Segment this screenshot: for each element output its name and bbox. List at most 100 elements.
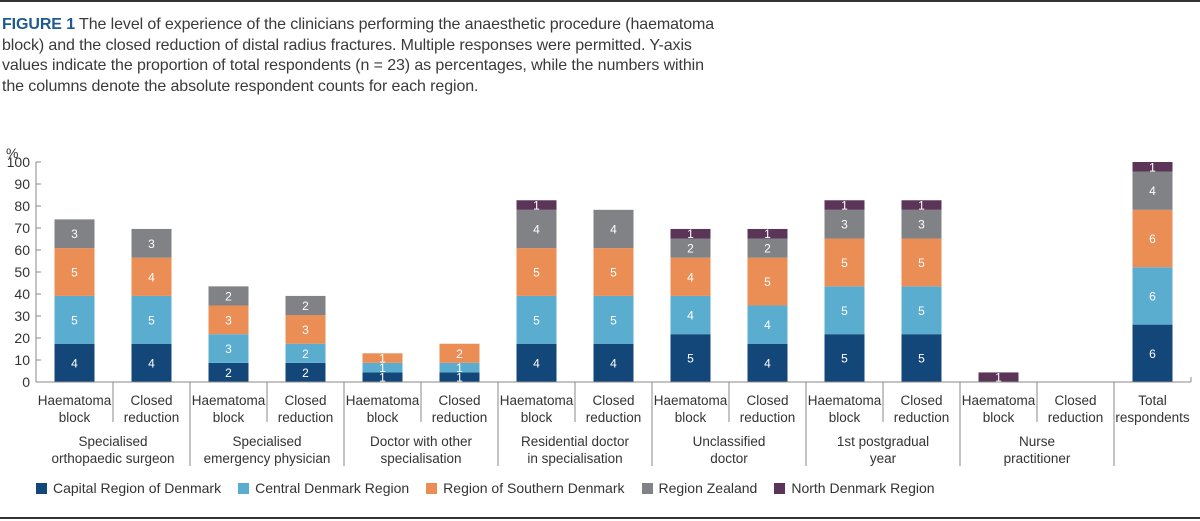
x-category-label: Total bbox=[1138, 393, 1167, 408]
bar-segment-central-denmark-region bbox=[593, 295, 634, 344]
y-tick-label: 0 bbox=[22, 374, 30, 390]
x-category-label: reduction bbox=[586, 410, 642, 425]
bar-segment-label: 5 bbox=[841, 256, 848, 270]
bar-segment-north-denmark-region bbox=[1132, 162, 1173, 172]
bar-segment-label: 2 bbox=[302, 366, 309, 380]
bar-stack: 6 6 6 4 1 bbox=[1132, 160, 1173, 382]
bar-segment-label: 5 bbox=[71, 266, 78, 280]
bar-segment-north-denmark-region bbox=[747, 228, 788, 239]
bar-segment-label: 2 bbox=[456, 347, 463, 361]
bar-segment-capital-region-of-denmark bbox=[285, 362, 326, 382]
bar-segment-region-zealand bbox=[747, 238, 788, 258]
bar-segment-region-of-southern-denmark bbox=[362, 353, 403, 363]
bar-stack: 111 bbox=[362, 352, 403, 385]
bar-segment-label: 2 bbox=[764, 242, 771, 256]
bar-segment-region-zealand bbox=[670, 238, 711, 258]
bar-segment-label: 1 bbox=[379, 371, 386, 385]
bar-segment-label: 5 bbox=[610, 266, 617, 280]
bar-segment-label: 6 bbox=[1149, 347, 1156, 361]
x-category-label: Closed bbox=[130, 393, 172, 408]
bar-segment-label: 1 bbox=[995, 371, 1002, 385]
bar-segment-label: 4 bbox=[687, 309, 694, 323]
bar-segment-region-of-southern-denmark bbox=[593, 248, 634, 296]
x-group-label: practitioner bbox=[1004, 451, 1071, 466]
bar-segment-central-denmark-region bbox=[824, 286, 865, 335]
stacked-bar-chart: % 0 10 20 30 40 50 60 70 80 90 100 4 5 5 3 4 5 4 3 2 3 3 2 2 2 3… bbox=[6, 145, 1192, 466]
x-group-label: orthopaedic surgeon bbox=[51, 451, 174, 466]
x-category-label: reduction bbox=[740, 410, 796, 425]
bar-segment-region-of-southern-denmark bbox=[439, 343, 480, 363]
x-category-label: block bbox=[367, 410, 399, 425]
y-axis-label: % bbox=[6, 145, 18, 161]
bar-segment-label: 5 bbox=[918, 304, 925, 318]
bar-segment-label: 2 bbox=[225, 366, 232, 380]
bar-segment-capital-region-of-denmark bbox=[747, 343, 788, 382]
bar-stack: 4 5 5 4 1 bbox=[516, 199, 557, 382]
bar-segment-label: 3 bbox=[302, 323, 309, 337]
bar-segment-capital-region-of-denmark bbox=[208, 362, 249, 382]
legend-label: Region of Southern Denmark bbox=[443, 480, 625, 496]
bar-segment-label: 4 bbox=[610, 222, 617, 236]
bar-segment-capital-region-of-denmark bbox=[516, 343, 557, 382]
bar-segment-region-zealand bbox=[208, 286, 249, 306]
x-category-label: reduction bbox=[124, 410, 180, 425]
bar-segment-capital-region-of-denmark bbox=[362, 372, 403, 382]
legend-label: Region Zealand bbox=[658, 480, 758, 496]
bar-segment-label: 2 bbox=[687, 242, 694, 256]
bar-segment-region-of-southern-denmark bbox=[54, 248, 95, 296]
x-group-label: in specialisation bbox=[527, 451, 622, 466]
bar-segment-label: 5 bbox=[841, 304, 848, 318]
bar-segment-label: 2 bbox=[302, 299, 309, 313]
legend-swatch bbox=[238, 482, 250, 494]
legend-item: North Denmark Region bbox=[774, 480, 935, 496]
bar-segment-label: 4 bbox=[610, 356, 617, 370]
bar-segment-capital-region-of-denmark bbox=[901, 334, 942, 382]
bar-segment-north-denmark-region bbox=[670, 228, 711, 239]
x-category-label: Haematoma bbox=[192, 393, 266, 408]
y-tick-label: 30 bbox=[14, 308, 30, 324]
bar-segment-label: 5 bbox=[71, 313, 78, 327]
bar-segment-north-denmark-region bbox=[978, 372, 1019, 382]
bar-segment-label: 5 bbox=[610, 313, 617, 327]
bar-stack: 5 4 4 21 bbox=[670, 227, 711, 382]
x-group-label: Specialised bbox=[232, 434, 301, 449]
legend: Capital Region of Denmark Central Denmark… bbox=[36, 480, 952, 496]
x-group-label: emergency physician bbox=[204, 451, 331, 466]
bar-segment-label: 5 bbox=[148, 313, 155, 327]
bar-segment-label: 3 bbox=[225, 313, 232, 327]
y-tick-label: 50 bbox=[14, 264, 30, 280]
y-tick-label: 80 bbox=[14, 198, 30, 214]
x-group-label: doctor bbox=[710, 451, 748, 466]
bar-segment-central-denmark-region bbox=[439, 362, 480, 373]
bar-segment-label: 2 bbox=[302, 347, 309, 361]
legend-item: Central Denmark Region bbox=[238, 480, 409, 496]
x-category-label: reduction bbox=[432, 410, 488, 425]
bar-segment-label: 4 bbox=[764, 356, 771, 370]
bar-segment-label: 1 bbox=[918, 199, 925, 213]
y-tick-label: 20 bbox=[14, 330, 30, 346]
y-axis: 0 10 20 30 40 50 60 70 80 90 100 bbox=[7, 154, 41, 390]
x-category-label: Closed bbox=[900, 393, 942, 408]
bar-segment-label: 1 bbox=[764, 227, 771, 241]
bar-segment-label: 4 bbox=[1149, 184, 1156, 198]
x-category-label: respondents bbox=[1115, 410, 1190, 425]
bar-segment-central-denmark-region bbox=[670, 295, 711, 335]
bar-stack: 4 5 5 3 bbox=[54, 219, 95, 382]
bar-segment-region-of-southern-denmark bbox=[824, 238, 865, 287]
bar-segment-label: 4 bbox=[533, 356, 540, 370]
x-category-label: Haematoma bbox=[654, 393, 728, 408]
bar-segment-label: 3 bbox=[918, 218, 925, 232]
x-category-label: Haematoma bbox=[500, 393, 574, 408]
bar-segment-central-denmark-region bbox=[362, 362, 403, 373]
bar-segment-region-of-southern-denmark bbox=[285, 315, 326, 344]
bar-segment-region-zealand bbox=[54, 219, 95, 249]
bar-segment-capital-region-of-denmark bbox=[824, 334, 865, 382]
x-category-label: block bbox=[829, 410, 861, 425]
bar-segment-capital-region-of-denmark bbox=[54, 343, 95, 382]
x-group-label: Specialised bbox=[78, 434, 147, 449]
bar-segment-region-of-southern-denmark bbox=[516, 248, 557, 296]
x-group-label: 1st postgradual bbox=[837, 434, 929, 449]
bar-segment-region-of-southern-denmark bbox=[670, 257, 711, 296]
bar-segment-label: 4 bbox=[71, 356, 78, 370]
x-category-label: reduction bbox=[278, 410, 334, 425]
